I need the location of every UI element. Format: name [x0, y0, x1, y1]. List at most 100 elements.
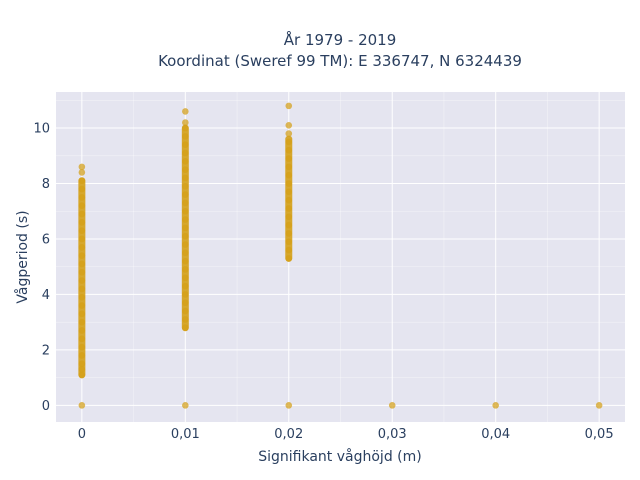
gridlines	[56, 92, 625, 422]
data-point	[182, 182, 189, 190]
x-tick-label: 0,01	[171, 427, 200, 442]
data-point	[182, 133, 189, 140]
data-point	[285, 155, 293, 162]
data-point	[182, 307, 189, 315]
data-point	[182, 291, 189, 298]
data-point	[285, 171, 293, 179]
data-point	[182, 166, 189, 173]
data-point	[285, 146, 293, 154]
data-point	[78, 227, 86, 234]
data-point	[182, 232, 189, 240]
data-point	[78, 194, 86, 201]
data-point	[285, 230, 293, 237]
data-point	[78, 360, 86, 368]
data-point	[78, 252, 86, 259]
data-point	[182, 282, 189, 290]
data-point	[78, 210, 86, 218]
y-tick-label: 0	[42, 399, 50, 414]
x-axis-title: Signifikant våghöjd (m)	[258, 448, 421, 465]
data-point	[285, 163, 293, 171]
data-point	[78, 293, 86, 301]
y-axis-ticks: 0 2 4 6 8 10	[33, 122, 50, 414]
data-point	[182, 174, 189, 182]
data-points	[78, 102, 603, 409]
y-tick-label: 2	[42, 343, 50, 358]
data-point	[285, 205, 293, 212]
data-point	[285, 255, 293, 262]
data-point	[78, 243, 86, 251]
data-point	[182, 241, 189, 248]
y-axis-title: Vågperiod (s)	[14, 210, 31, 303]
y-tick-label: 6	[42, 232, 50, 247]
data-point	[182, 299, 189, 307]
data-point	[182, 207, 189, 215]
x-tick-label: 0,03	[378, 427, 407, 442]
data-point	[78, 302, 86, 309]
data-point	[182, 402, 189, 409]
data-point	[78, 285, 86, 293]
data-point	[78, 177, 86, 185]
data-point	[285, 246, 293, 254]
y-tick-label: 4	[42, 288, 50, 303]
data-point	[285, 221, 293, 229]
data-point	[78, 327, 86, 334]
y-tick-label: 10	[33, 122, 50, 137]
data-point	[285, 180, 293, 187]
data-point	[182, 158, 189, 165]
data-point	[78, 169, 86, 176]
data-point	[182, 266, 189, 273]
data-point	[182, 191, 189, 198]
data-point	[78, 163, 86, 171]
data-point	[182, 149, 189, 157]
x-axis-ticks: 0 0,01 0,02 0,03 0,04 0,05	[78, 427, 614, 442]
data-point	[285, 238, 293, 246]
data-point	[285, 102, 293, 110]
data-point	[182, 316, 189, 323]
data-point	[78, 366, 86, 373]
data-point	[78, 260, 86, 268]
data-point	[285, 130, 293, 137]
data-point	[78, 277, 86, 284]
x-tick-label: 0,05	[585, 427, 614, 442]
data-point	[182, 274, 189, 282]
data-point	[78, 352, 86, 359]
data-point	[182, 324, 189, 332]
data-point	[285, 196, 293, 204]
data-point	[285, 121, 293, 129]
data-point	[595, 402, 603, 409]
data-point	[182, 249, 189, 257]
x-tick-label: 0	[78, 427, 86, 442]
data-point	[78, 268, 86, 276]
data-point	[78, 318, 86, 326]
data-point	[78, 335, 86, 343]
data-point	[78, 219, 86, 226]
data-point	[78, 310, 86, 318]
data-point	[182, 119, 189, 126]
data-point	[285, 138, 293, 146]
data-point	[285, 402, 293, 409]
data-point	[78, 185, 86, 193]
data-point	[492, 402, 499, 409]
chart-title-line-2: Koordinat (Sweref 99 TM): E 336747, N 63…	[158, 52, 522, 70]
data-point	[182, 199, 189, 207]
data-point	[78, 402, 86, 409]
data-point	[78, 202, 86, 209]
data-point	[182, 224, 189, 232]
data-point	[285, 188, 293, 196]
data-point	[182, 124, 189, 132]
x-tick-label: 0,04	[481, 427, 510, 442]
data-point	[78, 235, 86, 243]
data-point	[182, 141, 189, 148]
data-point	[182, 108, 189, 115]
data-point	[182, 257, 189, 265]
data-point	[182, 216, 189, 223]
x-tick-label: 0,02	[274, 427, 303, 442]
data-point	[78, 343, 86, 351]
data-point	[78, 371, 86, 379]
data-point	[285, 213, 293, 221]
data-point	[388, 402, 396, 409]
chart-title-line-1: År 1979 - 2019	[284, 30, 397, 49]
y-tick-label: 8	[42, 177, 50, 192]
